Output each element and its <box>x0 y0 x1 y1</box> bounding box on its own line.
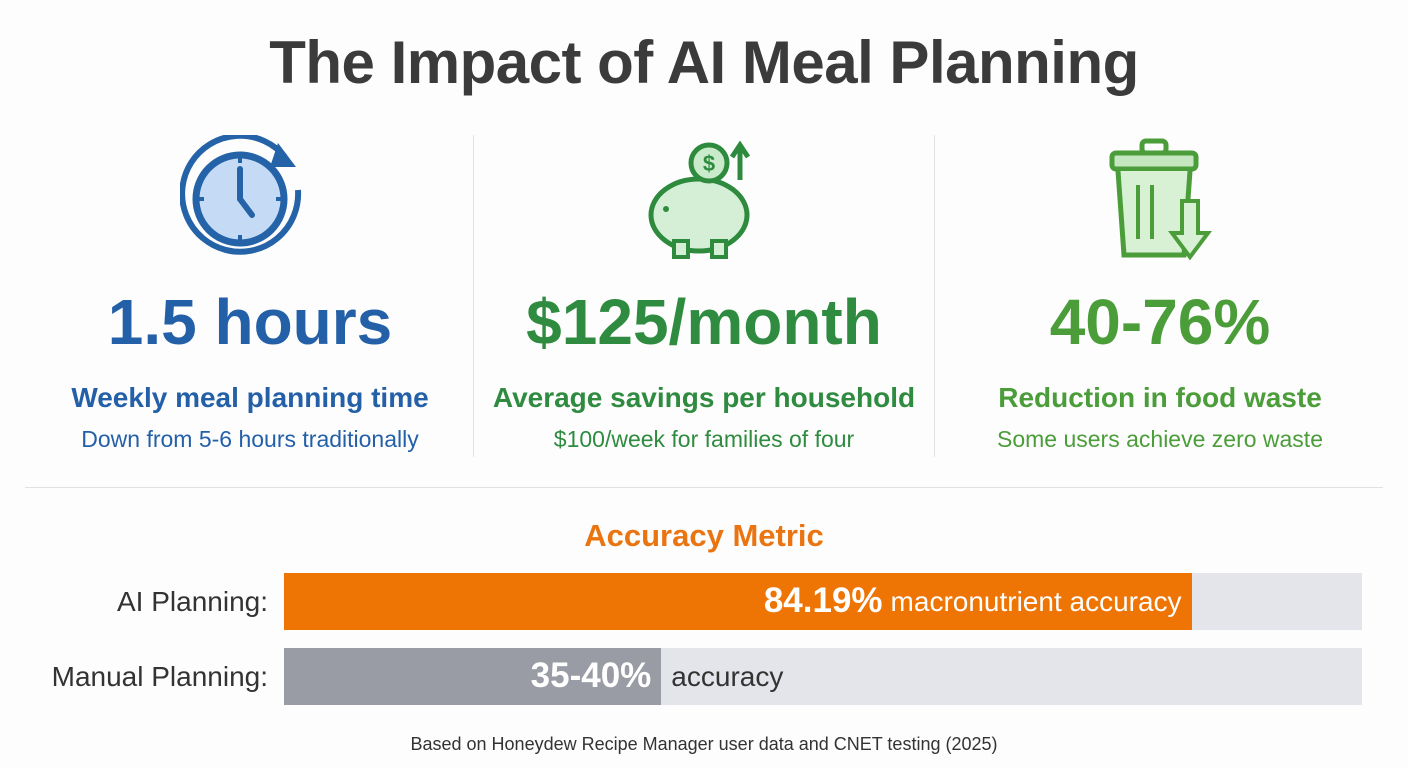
accuracy-title: Accuracy Metric <box>584 518 824 553</box>
stat-detail: Some users achieve zero waste <box>997 426 1323 452</box>
clock-refresh-icon <box>180 135 302 255</box>
page-title: The Impact of AI Meal Planning <box>269 29 1139 96</box>
stat-savings: $ $125/month Average savings per househo… <box>474 135 934 465</box>
manual-planning-label: Manual Planning: <box>51 661 268 692</box>
ai-planning-bar: 84.19% macronutrient accuracy <box>284 573 1192 630</box>
ai-planning-value: 84.19% <box>763 581 883 620</box>
divider <box>934 135 935 457</box>
ai-planning-bar-track: 84.19% macronutrient accuracy <box>284 573 1362 630</box>
stat-value: 1.5 hours <box>107 286 393 358</box>
stat-detail: Down from 5-6 hours traditionally <box>81 426 419 452</box>
source-footnote: Based on Honeydew Recipe Manager user da… <box>410 734 998 754</box>
svg-text:$: $ <box>703 151 715 176</box>
manual-planning-bar: 35-40% <box>284 648 662 705</box>
stat-value: $125/month <box>526 286 882 358</box>
manual-planning-value: 35-40% <box>530 656 652 695</box>
stat-value: 40-76% <box>1049 286 1271 358</box>
stat-label: Weekly meal planning time <box>71 382 429 413</box>
divider <box>473 135 474 457</box>
manual-planning-bar-track: 35-40% accuracy <box>284 648 1362 705</box>
ai-planning-label: AI Planning: <box>117 586 268 617</box>
ai-planning-text: macronutrient accuracy <box>890 586 1182 617</box>
stat-time: 1.5 hours Weekly meal planning time Down… <box>20 135 480 465</box>
piggy-bank-icon: $ <box>648 140 751 259</box>
stat-waste: 40-76% Reduction in food waste Some user… <box>930 135 1390 465</box>
section-divider <box>25 487 1383 488</box>
trash-can-down-arrow-icon <box>1109 138 1212 261</box>
stat-label: Average savings per household <box>492 382 916 413</box>
manual-planning-text: accuracy <box>671 661 784 692</box>
stat-detail: $100/week for families of four <box>553 426 855 452</box>
stat-label: Reduction in food waste <box>998 382 1322 413</box>
